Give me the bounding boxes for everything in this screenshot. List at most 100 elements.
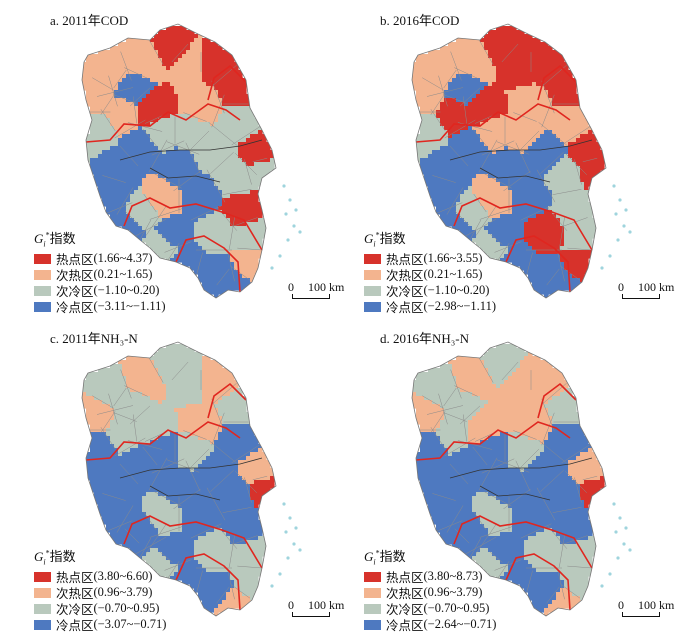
county-border: [210, 152, 234, 174]
region-cell-cold: [564, 278, 569, 283]
region-cell-cold: [106, 178, 111, 183]
region-cell-cold: [536, 142, 541, 147]
region-cell-subcold: [258, 170, 263, 175]
region-cell-subcold: [154, 214, 159, 219]
region-cell-subcold: [214, 174, 219, 179]
region-cell-cold: [110, 182, 115, 187]
region-cell-subhot: [154, 54, 159, 59]
region-cell-cold: [548, 286, 553, 291]
region-cell-hot: [222, 82, 227, 87]
region-cell-cold: [528, 194, 533, 199]
region-cell-subcold: [210, 154, 215, 159]
region-cell-subhot: [472, 190, 477, 195]
gi-symbol: G: [364, 231, 374, 246]
region-cell-subhot: [496, 118, 501, 123]
region-cell-subcold: [154, 130, 159, 135]
region-cell-subcold: [560, 190, 565, 195]
region-cell-hot: [250, 210, 255, 215]
region-cell-subhot: [126, 106, 131, 111]
region-cell-subcold: [226, 142, 231, 147]
region-cell-subhot: [206, 364, 211, 369]
region-cell-subhot: [106, 54, 111, 59]
region-cell-subhot: [432, 54, 437, 59]
region-cell-subhot: [508, 98, 513, 103]
region-cell-subhot: [512, 90, 517, 95]
region-cell-cold: [138, 178, 143, 183]
region-cell-hot: [254, 150, 259, 155]
region-cell-cold: [202, 262, 207, 267]
region-cell-cold: [126, 182, 131, 187]
region-cell-subhot: [118, 66, 123, 71]
region-cell-hot: [552, 230, 557, 235]
region-cell-cold: [182, 190, 187, 195]
region-cell-cold: [540, 150, 545, 155]
region-cell-cold: [114, 190, 119, 195]
region-cell-subhot: [178, 66, 183, 71]
region-cell-cold: [190, 170, 195, 175]
region-cell-hot: [448, 130, 453, 135]
region-cell-cold: [142, 146, 147, 151]
region-cell-cold: [528, 150, 533, 155]
region-cell-subcold: [102, 118, 107, 123]
legend-item-hot: 热点区 (1.66~4.37): [34, 251, 166, 267]
region-cell-subhot: [484, 58, 489, 63]
region-cell-cold: [516, 206, 521, 211]
region-cell-cold: [130, 186, 135, 191]
region-cell-hot: [536, 74, 541, 79]
region-cell-subcold: [154, 250, 159, 255]
region-cell-subhot: [540, 86, 545, 91]
region-cell-subcold: [162, 134, 167, 139]
region-cell-subcold: [226, 166, 231, 171]
region-cell-subhot: [440, 46, 445, 51]
region-cell-subcold: [142, 222, 147, 227]
region-cell-subhot: [118, 110, 123, 115]
region-cell-subhot: [166, 198, 171, 203]
region-cell-hot: [500, 26, 505, 31]
river-line: [449, 139, 593, 161]
region-cell-subhot: [150, 372, 155, 377]
region-cell-cold: [170, 154, 175, 159]
region-cell-subcold: [576, 238, 581, 243]
region-cell-subhot: [492, 126, 497, 131]
region-cell-cold: [234, 270, 239, 275]
region-cell-hot: [214, 78, 219, 83]
region-cell-cold: [544, 262, 549, 267]
region-cell-cold: [464, 186, 469, 191]
region-cell-subhot: [432, 78, 437, 83]
region-cell-subhot: [500, 126, 505, 131]
region-cell-hot: [584, 262, 589, 267]
region-cell-hot: [154, 34, 159, 39]
region-cell-subhot: [572, 130, 577, 135]
region-cell-subhot: [460, 66, 465, 71]
region-cell-hot: [468, 114, 473, 119]
region-cell-hot: [508, 30, 513, 35]
region-cell-subcold: [254, 178, 259, 183]
county-border: [173, 170, 201, 192]
region-cell-hot: [564, 102, 569, 107]
region-cell-subhot: [424, 94, 429, 99]
region-cell-hot: [242, 202, 247, 207]
region-cell-cold: [576, 278, 581, 283]
region-cell-subcold: [440, 142, 445, 147]
region-cell-subcold: [428, 126, 433, 131]
region-cell-subcold: [254, 126, 259, 131]
region-cell-subcold: [564, 214, 569, 219]
region-cell-subcold: [154, 142, 159, 147]
region-cell-cold: [110, 186, 115, 191]
region-cell-cold: [496, 178, 501, 183]
region-cell-hot: [444, 106, 449, 111]
region-cell-subhot: [238, 266, 243, 271]
region-cell-subhot: [174, 186, 179, 191]
region-cell-subcold: [174, 250, 179, 255]
region-cell-subhot: [476, 42, 481, 47]
region-cell-subcold: [194, 130, 199, 135]
region-cell-hot: [492, 54, 497, 59]
region-cell-subhot: [500, 146, 505, 151]
region-cell-cold: [468, 154, 473, 159]
region-cell-hot: [544, 42, 549, 47]
region-cell-hot: [258, 146, 263, 151]
region-cell-subcold: [428, 150, 433, 155]
region-cell-subcold: [214, 230, 219, 235]
region-cell-cold: [94, 162, 99, 167]
region-cell-subcold: [584, 194, 589, 199]
